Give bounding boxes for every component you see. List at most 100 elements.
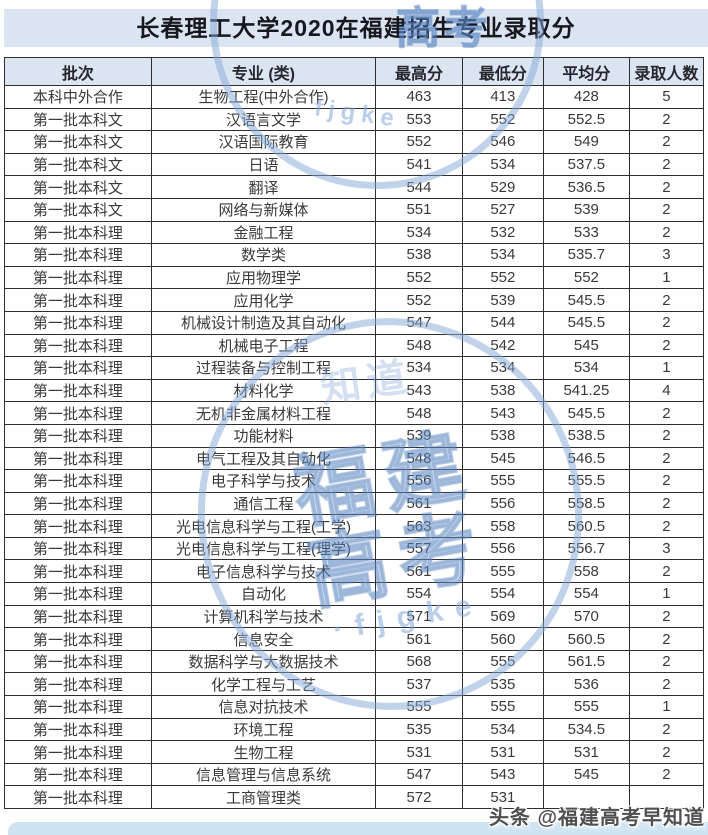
cell-batch: 第一批本科理 [4,740,152,764]
cell-major: 电子科学与技术 [150,469,377,493]
cell-min-score: 527 [461,197,544,222]
cell-admit-count: 5 [628,85,705,109]
col-header-major: 专业 (类) [150,57,377,86]
cell-min-score: 413 [461,85,544,109]
table-row: 本科中外合作 生物工程(中外合作) 463 413 428 5 [4,85,705,109]
cell-min-score: 558 [461,514,544,538]
cell-major: 日语 [150,152,377,177]
cell-major: 应用化学 [150,288,377,312]
cell-admit-count: 1 [628,265,705,290]
cell-min-score: 542 [461,333,544,358]
cell-admit-count: 2 [628,130,705,154]
cell-min-score: 538 [461,378,544,403]
cell-batch: 第一批本科理 [4,672,152,697]
cell-batch: 第一批本科理 [4,288,152,312]
cell-admit-count: 1 [628,695,705,719]
cell-batch: 第一批本科理 [4,310,152,335]
cell-avg-score: 558.5 [542,491,630,516]
cell-min-score: 538 [461,423,544,448]
cell-max-score: 547 [375,762,463,787]
cell-avg-score: 538.5 [542,423,630,448]
cell-avg-score: 533 [542,220,630,245]
cell-major: 化学工程与工艺 [150,672,377,697]
cell-max-score: 554 [375,582,463,606]
cell-major: 计算机科学与技术 [150,604,377,629]
cell-batch: 第一批本科理 [4,649,152,674]
table-row: 第一批本科文 汉语言文学 553 552 552.5 2 [4,107,705,132]
table-row: 第一批本科理 化学工程与工艺 537 535 536 2 [4,672,705,697]
cell-major: 自动化 [150,582,377,606]
cell-admit-count: 2 [628,446,705,471]
cell-min-score: 546 [461,130,544,154]
cell-major: 光电信息科学与工程(理学) [150,536,377,561]
cell-batch: 第一批本科理 [4,469,152,493]
cell-admit-count: 2 [628,649,705,674]
table-row: 第一批本科理 数据科学与大数据技术 568 555 561.5 2 [4,649,705,674]
header-row: 批次 专业 (类) 最高分 最低分 平均分 录取人数 [4,57,705,86]
table-body: 本科中外合作 生物工程(中外合作) 463 413 428 5 第一批本科文 汉语言文学 553… [4,85,705,809]
cell-min-score: 555 [461,695,544,719]
table-row: 第一批本科理 功能材料 539 538 538.5 2 [4,423,705,448]
cell-max-score: 552 [375,265,463,290]
cell-min-score: 554 [461,582,544,606]
cell-max-score: 537 [375,672,463,697]
cell-major: 生物工程 [150,740,377,764]
cell-major: 翻译 [150,175,377,199]
cell-major: 信息管理与信息系统 [150,762,377,787]
table-row: 第一批本科理 机械电子工程 548 542 545 2 [4,333,705,358]
cell-max-score: 557 [375,536,463,561]
cell-major: 机械设计制造及其自动化 [150,310,377,335]
cell-min-score: 560 [461,627,544,651]
cell-avg-score: 428 [542,85,630,109]
cell-major: 信息安全 [150,627,377,651]
cell-min-score: 556 [461,491,544,516]
cell-min-score: 543 [461,401,544,425]
table-row: 第一批本科理 过程装备与控制工程 534 534 534 1 [4,356,705,380]
cell-avg-score: 546.5 [542,446,630,471]
cell-min-score: 555 [461,559,544,584]
cell-max-score: 561 [375,491,463,516]
cell-min-score: 555 [461,649,544,674]
cell-admit-count: 2 [628,559,705,584]
cell-batch: 第一批本科文 [4,130,152,154]
cell-min-score: 535 [461,672,544,697]
cell-major: 通信工程 [150,491,377,516]
cell-admit-count: 2 [628,762,705,787]
bottom-strip [8,822,708,835]
cell-max-score: 543 [375,378,463,403]
cell-batch: 第一批本科理 [4,333,152,358]
cell-batch: 第一批本科理 [4,491,152,516]
cell-avg-score: 555 [542,695,630,719]
cell-min-score: 534 [461,356,544,380]
cell-admit-count: 1 [628,356,705,380]
cell-admit-count: 2 [628,514,705,538]
cell-avg-score: 545.5 [542,288,630,312]
cell-max-score: 572 [375,785,463,809]
cell-major: 数学类 [150,243,377,267]
cell-major: 电子信息科学与技术 [150,559,377,584]
cell-max-score: 463 [375,85,463,109]
cell-min-score: 544 [461,310,544,335]
cell-avg-score: 570 [542,604,630,629]
cell-min-score: 552 [461,265,544,290]
table-row: 第一批本科理 数学类 538 534 535.7 3 [4,243,705,267]
cell-max-score: 547 [375,310,463,335]
cell-max-score: 548 [375,446,463,471]
cell-batch: 第一批本科文 [4,152,152,177]
cell-max-score: 539 [375,423,463,448]
cell-admit-count: 2 [628,197,705,222]
col-header-avg-score: 平均分 [542,57,630,86]
cell-avg-score: 541.25 [542,378,630,403]
cell-batch: 第一批本科理 [4,265,152,290]
cell-batch: 第一批本科理 [4,220,152,245]
cell-avg-score: 560.5 [542,514,630,538]
table-row: 第一批本科理 机械设计制造及其自动化 547 544 545.5 2 [4,310,705,335]
cell-avg-score: 552.5 [542,107,630,132]
cell-admit-count: 2 [628,152,705,177]
table-row: 第一批本科理 无机非金属材料工程 548 543 545.5 2 [4,401,705,425]
table-row: 第一批本科理 信息安全 561 560 560.5 2 [4,627,705,651]
table-row: 第一批本科文 网络与新媒体 551 527 539 2 [4,197,705,222]
cell-major: 光电信息科学与工程(工学) [150,514,377,538]
cell-max-score: 541 [375,152,463,177]
cell-min-score: 531 [461,785,544,809]
